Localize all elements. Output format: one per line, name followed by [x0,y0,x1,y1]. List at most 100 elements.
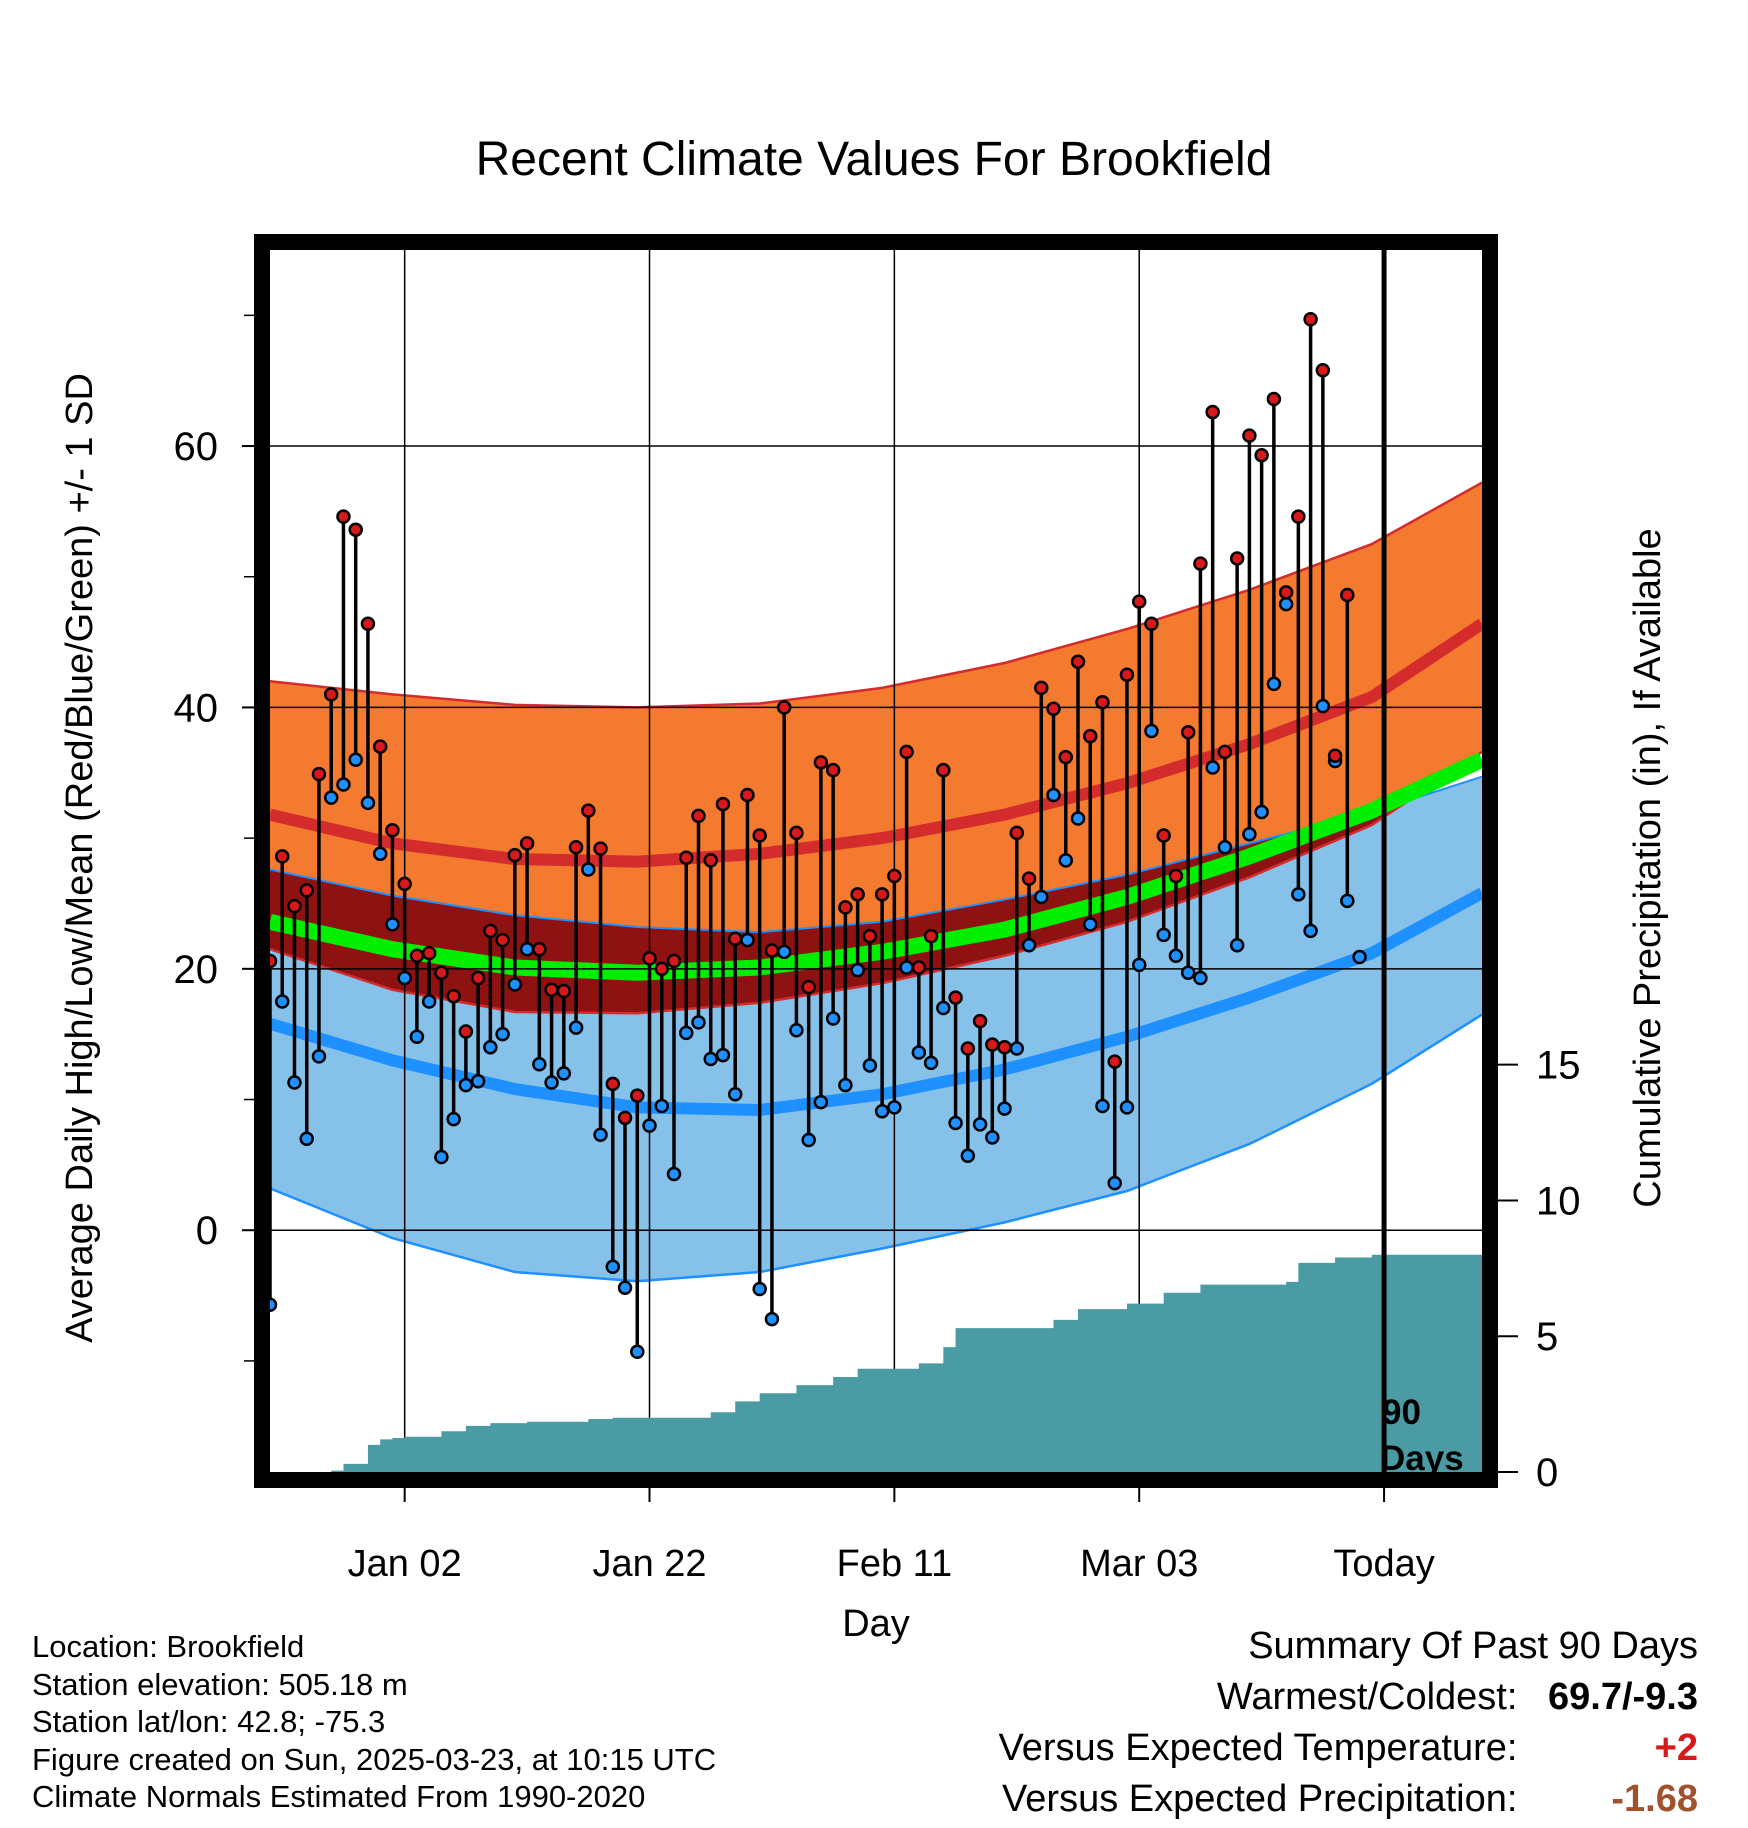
high-point-85 [1303,312,1318,327]
high-point-6 [336,509,351,524]
precip-area [270,1254,1482,1472]
high-point-39 [740,787,755,803]
high-point-75 [1180,725,1196,740]
low-point-52 [899,960,914,975]
low-point-56 [948,1115,963,1131]
high-point-83 [1278,585,1294,600]
low-point-5 [323,790,339,805]
high-point-15 [446,989,461,1004]
x-tick-label-1: Jan 22 [592,1543,706,1585]
high-point-49 [862,928,878,944]
low-point-39 [740,932,755,948]
low-point-81 [1254,804,1269,820]
info-elevation: Station elevation: 505.18 m [32,1666,408,1702]
low-point-65 [1058,853,1074,868]
high-point-25 [568,840,584,855]
low-point-55 [936,1000,951,1016]
high-point-19 [495,932,510,948]
low-point-12 [409,1029,425,1045]
high-point-57 [960,1041,976,1056]
low-point-29 [617,1280,633,1295]
high-point-4 [311,766,327,782]
high-point-68 [1095,694,1110,710]
low-point-37 [715,1047,731,1063]
high-point-77 [1205,404,1220,420]
low-point-11 [397,970,412,986]
high-point-59 [985,1037,1000,1052]
period-label: 90 Days [1380,1393,1464,1478]
x-tick-label-3: Mar 03 [1080,1543,1198,1585]
low-point-7 [348,752,363,767]
x-tick-label-0: Jan 02 [348,1543,462,1585]
low-point-28 [605,1259,621,1275]
high-point-31 [642,951,657,966]
warmest-coldest-label: Warmest/Coldest: [1216,1676,1518,1718]
y-right-tick-label-0: 0 [1536,1451,1558,1495]
info-created: Figure created on Sun, 2025-03-23, at 10… [32,1741,717,1777]
precip-fill [270,1254,1482,1472]
low-point-32 [654,1098,670,1114]
low-point-4 [311,1049,327,1064]
high-point-60 [997,1039,1012,1055]
high-point-46 [825,762,841,778]
y-right-tick-label-2: 10 [1536,1179,1581,1223]
low-point-15 [446,1111,461,1127]
high-point-70 [1119,667,1135,683]
low-point-48 [850,962,865,978]
low-point-70 [1119,1100,1135,1115]
low-point-25 [568,1020,584,1035]
high-point-82 [1266,391,1282,407]
high-point-41 [764,943,780,958]
high-point-55 [936,762,951,778]
high-point-65 [1058,749,1074,765]
low-point-3 [299,1131,314,1146]
low-point-21 [519,941,535,957]
high-point-50 [874,887,890,902]
station-info: Location: Brookfield Station elevation: … [32,1628,716,1816]
low-point-86 [1315,698,1331,714]
low-point-40 [752,1281,767,1297]
high-point-17 [470,970,486,986]
low-point-88 [1340,893,1355,909]
low-minus-sd-line [269,1013,1483,1283]
low-point-63 [1034,889,1049,905]
high-point-69 [1107,1054,1122,1069]
low-point-75 [1180,965,1196,980]
high-point-78 [1217,744,1233,760]
x-tick-label-4: Today [1333,1543,1434,1585]
high-point-48 [850,887,865,902]
low-point-46 [825,1011,841,1026]
high-point-11 [397,876,412,892]
high-point-35 [691,808,706,824]
low-point-6 [336,777,351,792]
high-point-10 [385,823,400,838]
info-normals: Climate Normals Estimated From 1990-2020 [32,1779,646,1814]
precip-value: -1.68 [1611,1778,1698,1820]
low-point-22 [532,1056,547,1072]
high-point-30 [630,1088,645,1103]
high-point-7 [348,522,363,537]
low-point-66 [1070,811,1086,826]
low-point-68 [1095,1098,1110,1114]
high-point-2 [287,898,302,914]
precip-label: Versus Expected Precipitation: [1002,1778,1518,1820]
high-point-22 [532,941,547,957]
low-point-17 [470,1073,486,1089]
high-point-23 [544,982,559,997]
x-axis-label: Day [842,1603,910,1645]
low-point-1 [274,994,290,1009]
high-point-81 [1254,447,1269,463]
low-point-30 [630,1344,645,1360]
period-label-line-1: 90 [1382,1393,1421,1432]
high-point-32 [654,961,670,977]
high-point-26 [581,803,596,818]
low-point-82 [1266,676,1282,692]
low-point-34 [678,1025,694,1041]
high-point-58 [972,1013,988,1029]
temp-value: +2 [1654,1727,1698,1769]
high-point-84 [1291,509,1306,524]
low-point-31 [642,1118,657,1133]
summary-heading: Summary Of Past 90 Days [1248,1625,1698,1667]
low-point-13 [421,994,437,1009]
